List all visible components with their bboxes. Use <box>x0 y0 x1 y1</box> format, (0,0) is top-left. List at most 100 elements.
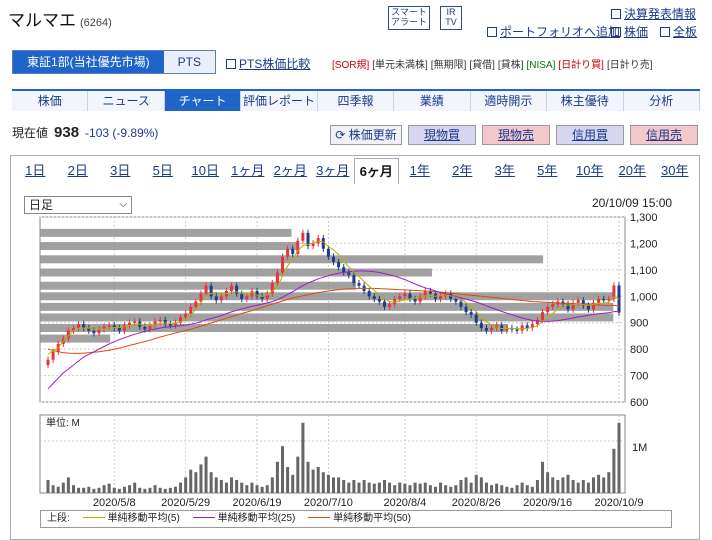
volume-bar <box>275 461 279 493</box>
period-tab[interactable]: 2日 <box>67 163 88 178</box>
nav-analysis[interactable]: 分析 <box>624 91 700 111</box>
volume-bar <box>219 480 223 493</box>
period-tab[interactable]: 5年 <box>537 163 558 178</box>
period-tab[interactable]: 30年 <box>661 163 689 178</box>
tag: [貸借] <box>469 60 495 71</box>
interval-select[interactable]: 日足 ⌵ <box>24 196 132 214</box>
spot-sell-button[interactable]: 現物売 <box>482 125 550 145</box>
period-tab[interactable]: 2年 <box>452 163 473 178</box>
period-tab[interactable]: 6ヶ月 <box>354 158 399 184</box>
volume-bar <box>235 480 239 493</box>
candle-body <box>439 296 443 299</box>
market-tab-tse[interactable]: 東証1部(当社優先市場) <box>13 51 164 73</box>
candle-body <box>541 312 545 321</box>
volume-bar <box>551 477 555 493</box>
volume-bar <box>112 487 116 493</box>
volume-by-price-bar <box>40 228 292 237</box>
period-tabs: 1日 2日 3日 5日 10日 1ヶ月 2ヶ月 3ヶ月 6ヶ月 1年 2年 3年 5年 10年 20年 30年 <box>14 158 696 184</box>
refresh-price-button[interactable]: ⟳ 株価更新 <box>330 125 402 145</box>
candle-body <box>382 301 386 307</box>
nav-performance[interactable]: 業績 <box>394 91 471 111</box>
volume-bar <box>377 482 381 493</box>
nav-report[interactable]: 評価レポート <box>241 91 318 111</box>
volume-bar <box>82 487 86 493</box>
period-tab[interactable]: 20年 <box>618 163 646 178</box>
y-tick-label: 1,100 <box>630 265 658 277</box>
volume-bar <box>77 487 81 493</box>
candle-body <box>204 285 208 294</box>
pts-compare-link[interactable]: PTS株価比較 <box>226 55 310 72</box>
nav-news[interactable]: ニュース <box>88 91 165 111</box>
volume-bar <box>291 474 295 493</box>
candle-body <box>607 298 611 301</box>
candle-body <box>393 298 397 305</box>
price-link-label: 株価 <box>624 25 649 39</box>
volume-bar <box>490 485 494 493</box>
portfolio-link-label: ポートフォリオへ追加 <box>500 25 621 39</box>
candle-body <box>133 321 137 323</box>
candle-body <box>179 317 183 323</box>
volume-bar <box>372 483 376 493</box>
nav-price[interactable]: 株価 <box>12 91 89 111</box>
ir-tv-badge[interactable]: IR TV <box>440 6 462 30</box>
margin-sell-button[interactable]: 信用売 <box>630 125 698 145</box>
candle-body <box>520 325 524 331</box>
volume-by-price-bar <box>40 302 614 311</box>
volume-bar <box>230 477 234 493</box>
nav-chart[interactable]: チャート <box>164 91 242 111</box>
period-tab[interactable]: 10日 <box>191 163 219 178</box>
candle-body <box>551 304 555 307</box>
volume-bar <box>592 477 596 493</box>
y-tick-label: 900 <box>630 318 648 330</box>
volume-bar <box>418 483 422 493</box>
candle-body <box>530 324 534 328</box>
volume-bar <box>173 486 177 493</box>
period-tab[interactable]: 1ヶ月 <box>231 163 265 178</box>
volume-bar <box>454 485 458 493</box>
period-tab[interactable]: 10年 <box>576 163 604 178</box>
period-tab[interactable]: 5日 <box>152 163 173 178</box>
volume-bar <box>398 482 402 493</box>
volume-bar <box>133 482 137 493</box>
legend-ma25: 単純移動平均(25) <box>217 513 296 524</box>
price-change: -103 (-9.89%) <box>85 126 159 140</box>
candle-body <box>321 238 325 249</box>
nav-shikiho[interactable]: 四季報 <box>318 91 395 111</box>
nav-benefits[interactable]: 株主優待 <box>547 91 624 111</box>
period-tab[interactable]: 2ヶ月 <box>273 163 307 178</box>
nav-disclosure[interactable]: 適時開示 <box>471 91 548 111</box>
candle-body <box>219 296 223 301</box>
period-tab[interactable]: 1日 <box>25 163 46 178</box>
price-link[interactable]: 株価 <box>611 23 648 40</box>
period-tab[interactable]: 3日 <box>110 163 131 178</box>
margin-buy-button[interactable]: 信用買 <box>556 125 624 145</box>
volume-bar <box>433 486 437 493</box>
board-link[interactable]: 全板 <box>660 23 697 40</box>
candle-body <box>97 329 101 334</box>
main-nav: 株価 ニュース チャート 評価レポート 四季報 業績 適時開示 株主優待 分析 <box>12 89 700 111</box>
volume-bar <box>484 482 488 493</box>
volume-bar <box>87 486 91 493</box>
period-tab[interactable]: 3年 <box>494 163 515 178</box>
candle-body <box>184 313 188 318</box>
portfolio-link[interactable]: ポートフォリオへ追加 <box>487 23 620 40</box>
period-tab[interactable]: 1年 <box>409 163 430 178</box>
volume-bar <box>581 480 585 493</box>
volume-bar <box>122 486 126 493</box>
earnings-link[interactable]: 決算発表情報 <box>611 5 696 22</box>
candle-body <box>230 285 234 291</box>
candle-body <box>490 328 494 331</box>
period-tab[interactable]: 3ヶ月 <box>316 163 350 178</box>
smart-alert-badge[interactable]: スマート アラート <box>388 6 430 30</box>
volume-bar <box>367 482 371 493</box>
board-link-label: 全板 <box>673 25 698 39</box>
spot-buy-button[interactable]: 現物買 <box>408 125 476 145</box>
candle-body <box>586 305 590 310</box>
candle-body <box>352 275 356 284</box>
candle-body <box>372 296 376 299</box>
stock-title: マルマエ (6264) <box>8 6 112 31</box>
candle-body <box>209 285 213 297</box>
candle-body <box>337 261 341 268</box>
volume-bar <box>184 477 188 493</box>
market-tab-pts[interactable]: PTS <box>163 51 216 73</box>
